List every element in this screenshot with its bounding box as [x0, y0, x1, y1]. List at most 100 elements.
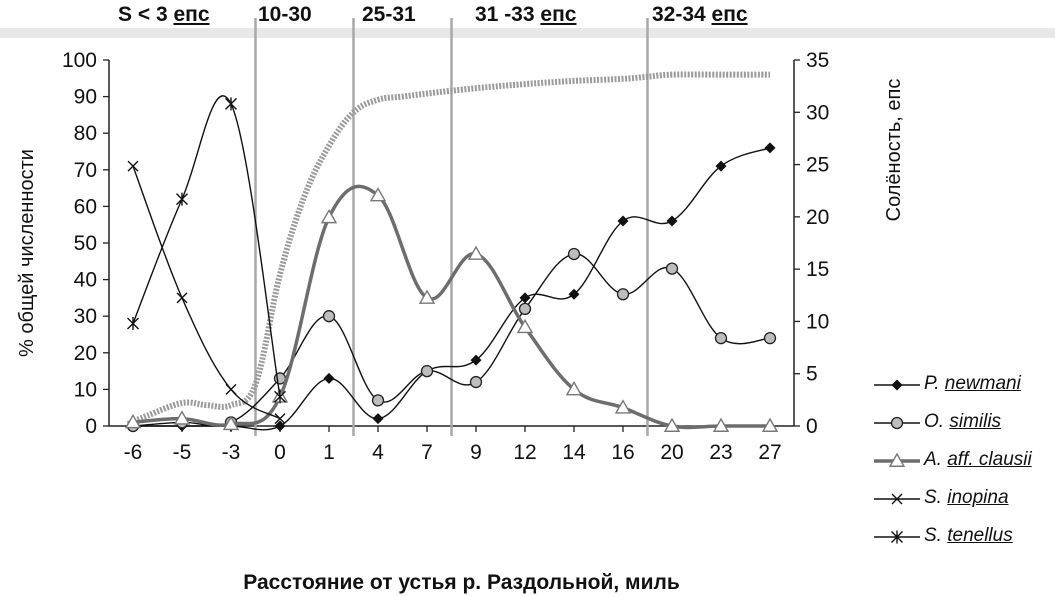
y-tick-label: 0: [85, 415, 97, 438]
zone-unit: епс: [540, 3, 577, 26]
data-point: [420, 364, 434, 378]
y-tick-label: 50: [74, 232, 97, 255]
data-point: [565, 380, 583, 396]
y-tick-label: 70: [74, 159, 97, 182]
data-point: [127, 317, 139, 331]
legend-swatch: [874, 379, 920, 391]
series-line: [133, 147, 771, 431]
x-tick-label: -3: [222, 441, 241, 464]
series-s-inopina: [127, 160, 286, 425]
y-tick-label: 30: [74, 305, 97, 328]
data-point: [320, 208, 338, 224]
zone-label: S < 3 епс: [118, 3, 210, 27]
x-tick-label: 27: [758, 441, 781, 464]
legend-item: S. inopina: [872, 482, 1055, 520]
data-point: [616, 288, 630, 301]
data-point: [322, 310, 336, 323]
data-point: [516, 318, 534, 334]
legend-item: S. tenellus: [872, 520, 1055, 558]
legend-swatch: [874, 416, 920, 430]
data-point: [225, 97, 237, 111]
legend-genus: P.: [924, 373, 945, 394]
legend-species: inopina: [947, 487, 1009, 508]
zone-label: 25-31: [362, 3, 416, 27]
y2-tick-label: 5: [806, 363, 818, 386]
salinity-line: [126, 71, 770, 427]
zone-range: 32-34: [652, 3, 712, 26]
zone-header-bar: [0, 28, 1055, 38]
x-tick-label: 20: [660, 441, 683, 464]
x-tick-label: 12: [513, 441, 536, 464]
y2-tick-label: 20: [806, 206, 829, 229]
y2-tick-label: 0: [806, 415, 818, 438]
series-o-similis: [126, 247, 777, 433]
data-point: [371, 394, 385, 407]
legend-species: aff. clausii: [947, 449, 1032, 470]
zone-unit: епс: [711, 3, 748, 26]
data-point: [567, 247, 581, 261]
data-point: [369, 187, 387, 202]
y2-tick-label: 10: [806, 310, 829, 333]
legend-item: A. aff. clausii: [872, 444, 1055, 482]
x-tick-label: 14: [562, 441, 586, 464]
x-tick-label: 1: [323, 441, 335, 464]
data-point: [222, 415, 240, 431]
zone-label: 31 -33 епс: [475, 3, 576, 27]
legend-label: O. similis: [924, 411, 1001, 433]
y2-tick-label: 15: [806, 258, 829, 281]
series-line: [132, 253, 771, 427]
series-s-tenellus: [127, 95, 286, 404]
legend-label: P. newmani: [924, 373, 1021, 395]
legend-item: O. similis: [872, 406, 1055, 444]
legend-label: S. tenellus: [924, 525, 1013, 547]
data-point: [715, 160, 727, 172]
zone-unit: епс: [173, 3, 210, 26]
series-line: [132, 165, 281, 420]
data-point: [470, 354, 482, 366]
data-point: [418, 289, 436, 304]
data-point: [761, 417, 779, 432]
data-point: [764, 142, 776, 154]
legend-genus: A.: [924, 449, 948, 470]
legend-label: A. aff. clausii: [924, 449, 1032, 471]
x-tick-label: 4: [372, 441, 384, 464]
data-point: [568, 288, 580, 300]
zone-range: S < 3: [118, 3, 174, 26]
data-point: [176, 192, 188, 206]
legend-species: tenellus: [947, 525, 1013, 546]
data-point: [176, 292, 188, 304]
data-point: [518, 302, 532, 316]
data-point: [666, 215, 678, 227]
x-tick-label: -6: [124, 441, 143, 464]
data-point: [124, 413, 142, 429]
y-tick-label: 100: [62, 49, 97, 72]
data-point: [127, 160, 139, 172]
x-tick-label: 0: [274, 441, 286, 464]
legend-swatch: [874, 493, 920, 505]
data-point: [372, 413, 384, 425]
legend-species: newmani: [944, 373, 1021, 394]
y-tick-label: 10: [74, 378, 97, 401]
zone-range: 25-31: [362, 3, 416, 26]
y-tick-label: 60: [74, 195, 97, 218]
data-point: [714, 332, 728, 345]
data-point: [763, 332, 777, 345]
y-tick-label: 40: [74, 269, 97, 292]
zone-label: 32-34 епс: [652, 3, 748, 27]
legend-marker: [888, 452, 906, 467]
data-point: [663, 417, 681, 432]
zone-range: 10-30: [258, 3, 312, 26]
legend-swatch: [874, 452, 920, 467]
x-tick-label: 7: [421, 441, 433, 464]
legend-marker: [891, 379, 903, 391]
data-point: [274, 420, 286, 432]
legend-swatch: [874, 530, 920, 544]
zone-label: 10-30: [258, 3, 312, 27]
y2-tick-label: 25: [806, 154, 829, 177]
data-point: [614, 399, 632, 414]
y-tick-label: 20: [74, 342, 97, 365]
legend-marker: [891, 493, 903, 505]
y2-tick-label: 30: [806, 101, 829, 124]
chart-legend: P. newmani O. similis A. aff. clausii S. in…: [872, 368, 1055, 558]
